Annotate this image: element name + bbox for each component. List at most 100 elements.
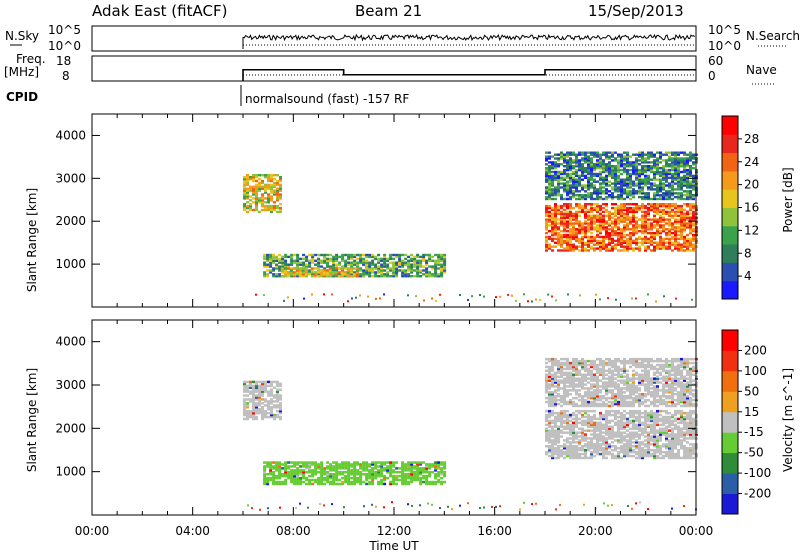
heatmap-cell [566,373,569,376]
heatmap-cell [587,402,590,406]
heatmap-cell [668,220,671,223]
heatmap-cell [560,435,563,438]
heatmap-cell [554,172,557,176]
heatmap-cell [299,263,303,266]
heatmap-cell [605,398,608,402]
heatmap-cell [659,195,662,199]
heatmap-cell [617,212,620,215]
heatmap-cell [644,197,647,201]
heatmap-cell [557,402,560,406]
heatmap-cell [662,443,665,446]
heatmap-cell [566,402,569,406]
heatmap-cell [626,445,629,448]
heatmap-cell [611,404,614,408]
heatmap-cell [440,269,444,272]
heatmap-cell [602,396,605,400]
heatmap-cell [587,230,590,233]
heatmap-cell [608,379,611,382]
heatmap-cell [587,159,590,162]
heatmap-cell [680,413,683,417]
heatmap-cell [584,387,587,390]
heatmap-cell [243,177,246,181]
heatmap-cell [605,204,608,208]
heatmap-cell [407,476,411,480]
heatmap-cell [569,400,572,404]
heatmap-cell [644,445,647,448]
heatmap-cell [581,151,584,154]
heatmap-cell [566,155,569,158]
heatmap-cell [281,467,285,470]
heatmap-cell [243,204,246,208]
heatmap-cell [353,478,357,482]
heatmap-cell [593,417,596,421]
heatmap-cell [368,269,372,272]
heatmap-cell [641,431,644,434]
heatmap-cell [581,247,584,250]
heatmap-cell [434,267,438,270]
heatmap-cell [410,474,414,478]
heatmap-cell [584,241,587,244]
heatmap-cell [548,404,551,408]
heatmap-cell [356,471,360,474]
heatmap-cell [593,186,596,189]
heatmap-cell [261,406,264,409]
heatmap-cell [353,482,357,486]
heatmap-cell [269,465,273,468]
heatmap-cell [581,439,584,442]
heatmap-cell [272,269,276,272]
heatmap-cell [632,409,635,413]
heatmap-cell [677,168,680,172]
heatmap-cell [572,400,575,404]
heatmap-cell [308,465,312,468]
heatmap-cell [617,186,620,189]
heatmap-cell [659,224,662,227]
heatmap-cell [605,431,608,434]
heatmap-cell [344,478,348,482]
heatmap-cell [641,165,644,168]
heatmap-cell [548,419,551,423]
heatmap-cell [416,471,420,474]
heatmap-cell [653,415,656,419]
heatmap-cell [551,230,554,233]
heatmap-cell [629,216,632,219]
heatmap-cell [644,194,647,197]
heatmap-cell [440,471,444,474]
heatmap-cell [620,186,623,189]
heatmap-cell [632,192,635,195]
heatmap-cell [617,180,620,183]
heatmap-cell [620,239,623,243]
heatmap-cell [674,206,677,210]
heatmap-cell [653,155,656,158]
heatmap-cell [632,445,635,448]
heatmap-cell [629,409,632,413]
heatmap-cell [359,474,363,478]
heatmap-cell [255,206,258,210]
heatmap-cell [596,369,599,373]
heatmap-cell [677,435,680,438]
heatmap-cell [671,231,674,235]
heatmap-cell [572,425,575,428]
freq-trace [242,68,696,81]
heatmap-cell [578,443,581,446]
heatmap-cell [623,184,626,187]
heatmap-cell [587,249,590,252]
heatmap-cell [596,180,599,183]
heatmap-cell [677,161,680,164]
heatmap-cell [431,463,435,466]
heatmap-cell [557,398,560,402]
heatmap-cell [584,159,587,162]
heatmap-cell [347,474,351,478]
heatmap-cell [258,189,261,192]
heatmap-cell [386,461,390,464]
heatmap-cell [566,241,569,244]
heatmap-cell [584,448,587,452]
heatmap-cell [692,228,695,231]
heatmap-cell [258,388,261,391]
heatmap-cell [662,431,665,434]
heatmap-cell [266,273,270,276]
heatmap-cell [359,259,363,262]
heatmap-cell [392,271,396,274]
heatmap-cell [551,180,554,183]
heatmap-cell [263,461,267,464]
heatmap-cell [298,275,302,278]
